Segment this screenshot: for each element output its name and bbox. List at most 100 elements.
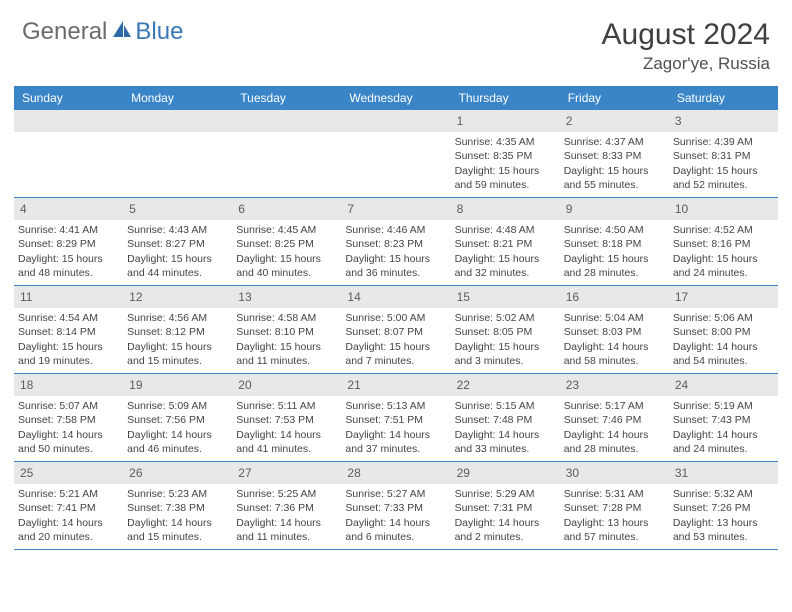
- day-number: 13: [232, 286, 341, 308]
- calendar-cell: 24Sunrise: 5:19 AMSunset: 7:43 PMDayligh…: [669, 374, 778, 462]
- weekday-header: Monday: [123, 86, 232, 110]
- daylight-line-2: and 44 minutes.: [127, 266, 228, 280]
- sunset-line: Sunset: 8:25 PM: [236, 237, 337, 251]
- sunset-line: Sunset: 8:10 PM: [236, 325, 337, 339]
- daylight-line-2: and 54 minutes.: [673, 354, 774, 368]
- day-number: 5: [123, 198, 232, 220]
- day-number: 17: [669, 286, 778, 308]
- logo-text-1: General: [22, 18, 107, 46]
- daylight-line-1: Daylight: 15 hours: [455, 164, 556, 178]
- sunset-line: Sunset: 8:29 PM: [18, 237, 119, 251]
- daylight-line-2: and 41 minutes.: [236, 442, 337, 456]
- daylight-line-1: Daylight: 14 hours: [236, 516, 337, 530]
- day-number: 16: [560, 286, 669, 308]
- daylight-line-1: Daylight: 15 hours: [236, 252, 337, 266]
- daylight-line-1: Daylight: 15 hours: [673, 252, 774, 266]
- calendar-cell-empty: [232, 110, 341, 198]
- day-number: 21: [341, 374, 450, 396]
- header: General Blue August 2024 Zagor'ye, Russi…: [14, 18, 778, 74]
- day-number: 2: [560, 110, 669, 132]
- calendar-cell: 6Sunrise: 4:45 AMSunset: 8:25 PMDaylight…: [232, 198, 341, 286]
- sunset-line: Sunset: 7:26 PM: [673, 501, 774, 515]
- day-number: 23: [560, 374, 669, 396]
- logo-sail-icon: [107, 18, 135, 46]
- sunset-line: Sunset: 7:38 PM: [127, 501, 228, 515]
- sunrise-line: Sunrise: 5:07 AM: [18, 399, 119, 413]
- sunrise-line: Sunrise: 4:46 AM: [345, 223, 446, 237]
- daylight-line-2: and 52 minutes.: [673, 178, 774, 192]
- day-number: 22: [451, 374, 560, 396]
- sunset-line: Sunset: 7:36 PM: [236, 501, 337, 515]
- sunrise-line: Sunrise: 4:48 AM: [455, 223, 556, 237]
- calendar-cell: 18Sunrise: 5:07 AMSunset: 7:58 PMDayligh…: [14, 374, 123, 462]
- daylight-line-1: Daylight: 14 hours: [345, 428, 446, 442]
- sunset-line: Sunset: 8:27 PM: [127, 237, 228, 251]
- calendar-cell: 17Sunrise: 5:06 AMSunset: 8:00 PMDayligh…: [669, 286, 778, 374]
- daylight-line-2: and 58 minutes.: [564, 354, 665, 368]
- sunset-line: Sunset: 7:53 PM: [236, 413, 337, 427]
- calendar-cell: 28Sunrise: 5:27 AMSunset: 7:33 PMDayligh…: [341, 462, 450, 550]
- calendar-cell-empty: [14, 110, 123, 198]
- weekday-header: Wednesday: [341, 86, 450, 110]
- sunrise-line: Sunrise: 4:58 AM: [236, 311, 337, 325]
- calendar-cell: 27Sunrise: 5:25 AMSunset: 7:36 PMDayligh…: [232, 462, 341, 550]
- daylight-line-1: Daylight: 14 hours: [564, 428, 665, 442]
- calendar-cell: 22Sunrise: 5:15 AMSunset: 7:48 PMDayligh…: [451, 374, 560, 462]
- day-number: 18: [14, 374, 123, 396]
- day-number: 30: [560, 462, 669, 484]
- daylight-line-1: Daylight: 15 hours: [564, 252, 665, 266]
- sunset-line: Sunset: 7:31 PM: [455, 501, 556, 515]
- weekday-header: Saturday: [669, 86, 778, 110]
- daylight-line-1: Daylight: 15 hours: [236, 340, 337, 354]
- daylight-line-2: and 7 minutes.: [345, 354, 446, 368]
- sunrise-line: Sunrise: 5:00 AM: [345, 311, 446, 325]
- calendar-cell: 1Sunrise: 4:35 AMSunset: 8:35 PMDaylight…: [451, 110, 560, 198]
- sunrise-line: Sunrise: 5:04 AM: [564, 311, 665, 325]
- daylight-line-2: and 24 minutes.: [673, 266, 774, 280]
- day-number: 4: [14, 198, 123, 220]
- calendar-cell: 23Sunrise: 5:17 AMSunset: 7:46 PMDayligh…: [560, 374, 669, 462]
- sunrise-line: Sunrise: 5:27 AM: [345, 487, 446, 501]
- day-number: 24: [669, 374, 778, 396]
- daylight-line-2: and 33 minutes.: [455, 442, 556, 456]
- daylight-line-1: Daylight: 15 hours: [18, 252, 119, 266]
- sunset-line: Sunset: 8:14 PM: [18, 325, 119, 339]
- daylight-line-1: Daylight: 14 hours: [127, 516, 228, 530]
- calendar-cell: 30Sunrise: 5:31 AMSunset: 7:28 PMDayligh…: [560, 462, 669, 550]
- day-number: 15: [451, 286, 560, 308]
- daylight-line-2: and 11 minutes.: [236, 354, 337, 368]
- sunrise-line: Sunrise: 4:37 AM: [564, 135, 665, 149]
- calendar-cell: 19Sunrise: 5:09 AMSunset: 7:56 PMDayligh…: [123, 374, 232, 462]
- calendar-grid: 1Sunrise: 4:35 AMSunset: 8:35 PMDaylight…: [14, 110, 778, 550]
- calendar-cell: 7Sunrise: 4:46 AMSunset: 8:23 PMDaylight…: [341, 198, 450, 286]
- daylight-line-1: Daylight: 15 hours: [673, 164, 774, 178]
- sunset-line: Sunset: 8:23 PM: [345, 237, 446, 251]
- calendar-page: General Blue August 2024 Zagor'ye, Russi…: [0, 0, 792, 560]
- sunset-line: Sunset: 7:41 PM: [18, 501, 119, 515]
- calendar-cell: 12Sunrise: 4:56 AMSunset: 8:12 PMDayligh…: [123, 286, 232, 374]
- calendar-cell: 11Sunrise: 4:54 AMSunset: 8:14 PMDayligh…: [14, 286, 123, 374]
- daylight-line-2: and 46 minutes.: [127, 442, 228, 456]
- calendar-cell: 2Sunrise: 4:37 AMSunset: 8:33 PMDaylight…: [560, 110, 669, 198]
- day-number: 12: [123, 286, 232, 308]
- daylight-line-2: and 19 minutes.: [18, 354, 119, 368]
- calendar-cell: 29Sunrise: 5:29 AMSunset: 7:31 PMDayligh…: [451, 462, 560, 550]
- daylight-line-1: Daylight: 14 hours: [673, 340, 774, 354]
- sunset-line: Sunset: 8:07 PM: [345, 325, 446, 339]
- day-number: 11: [14, 286, 123, 308]
- sunrise-line: Sunrise: 5:13 AM: [345, 399, 446, 413]
- daylight-line-2: and 15 minutes.: [127, 530, 228, 544]
- day-number: 25: [14, 462, 123, 484]
- sunrise-line: Sunrise: 5:19 AM: [673, 399, 774, 413]
- day-number: 9: [560, 198, 669, 220]
- daylight-line-1: Daylight: 15 hours: [455, 340, 556, 354]
- day-number: 10: [669, 198, 778, 220]
- daylight-line-2: and 28 minutes.: [564, 266, 665, 280]
- sunset-line: Sunset: 8:03 PM: [564, 325, 665, 339]
- calendar-cell: 20Sunrise: 5:11 AMSunset: 7:53 PMDayligh…: [232, 374, 341, 462]
- day-number: 27: [232, 462, 341, 484]
- sunset-line: Sunset: 8:16 PM: [673, 237, 774, 251]
- sunset-line: Sunset: 8:18 PM: [564, 237, 665, 251]
- weekday-header: Tuesday: [232, 86, 341, 110]
- logo: General Blue: [14, 18, 183, 46]
